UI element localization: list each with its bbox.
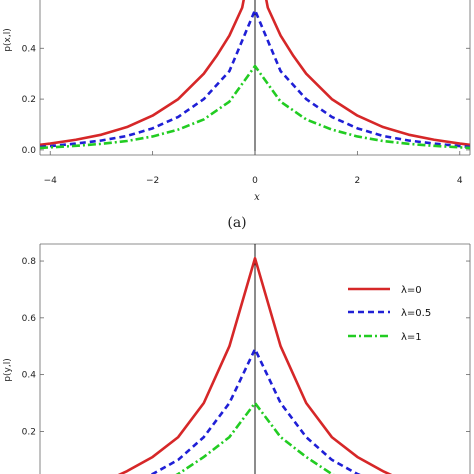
panel-a-caption: (a) (227, 215, 246, 231)
b-ytick-label: 0.8 (22, 257, 37, 267)
panel-b-axes (39, 243, 471, 474)
a-xtick-label: −2 (146, 176, 159, 186)
b-ytick-label: 0.4 (22, 371, 37, 381)
panel-b-series (117, 256, 393, 474)
legend-label-lambda-1: λ=1 (401, 332, 422, 343)
panel-a-y-axis-label: p(x,l) (3, 28, 13, 51)
b-series-2-line (175, 401, 335, 474)
panel-a-ticks: 0.0 0.2 0.4 −4 −2 0 2 4 (22, 44, 470, 186)
b-ytick-label: 0.6 (22, 314, 37, 324)
a-series-0-line (40, 0, 470, 147)
a-xtick-label: 4 (457, 176, 463, 186)
a-ytick-label: 0.2 (22, 95, 36, 105)
b-series-0-line (117, 256, 393, 474)
b-ytick-label: 0.2 (22, 427, 36, 437)
a-series-2-line (40, 64, 470, 150)
a-xtick-label: −4 (44, 176, 58, 186)
legend-label-lambda-0: λ=0 (401, 285, 422, 296)
panel-a-chart: 0.0 0.2 0.4 −4 −2 0 2 4 p(x,l) x (a) (3, 0, 471, 231)
a-ytick-label: 0.4 (22, 44, 37, 54)
legend-label-lambda-0-5: λ=0.5 (401, 308, 431, 319)
panel-b-chart: 0.2 0.4 0.6 0.8 p(y,l) λ=0 λ=0.5 λ=1 (3, 243, 471, 474)
panel-b-ticks: 0.2 0.4 0.6 0.8 (22, 257, 470, 437)
a-xtick-label: 0 (252, 176, 258, 186)
panel-a-x-axis-label: x (254, 192, 260, 203)
panel-b-legend: λ=0 λ=0.5 λ=1 (348, 285, 431, 343)
panel-a-series (40, 0, 470, 150)
a-xtick-label: 2 (355, 176, 361, 186)
a-ytick-label: 0.0 (22, 146, 37, 156)
b-series-1-line (149, 347, 361, 474)
a-series-1-line (40, 8, 470, 149)
panel-a-axes (39, 0, 471, 156)
panel-b-y-axis-label: p(y,l) (3, 358, 13, 381)
